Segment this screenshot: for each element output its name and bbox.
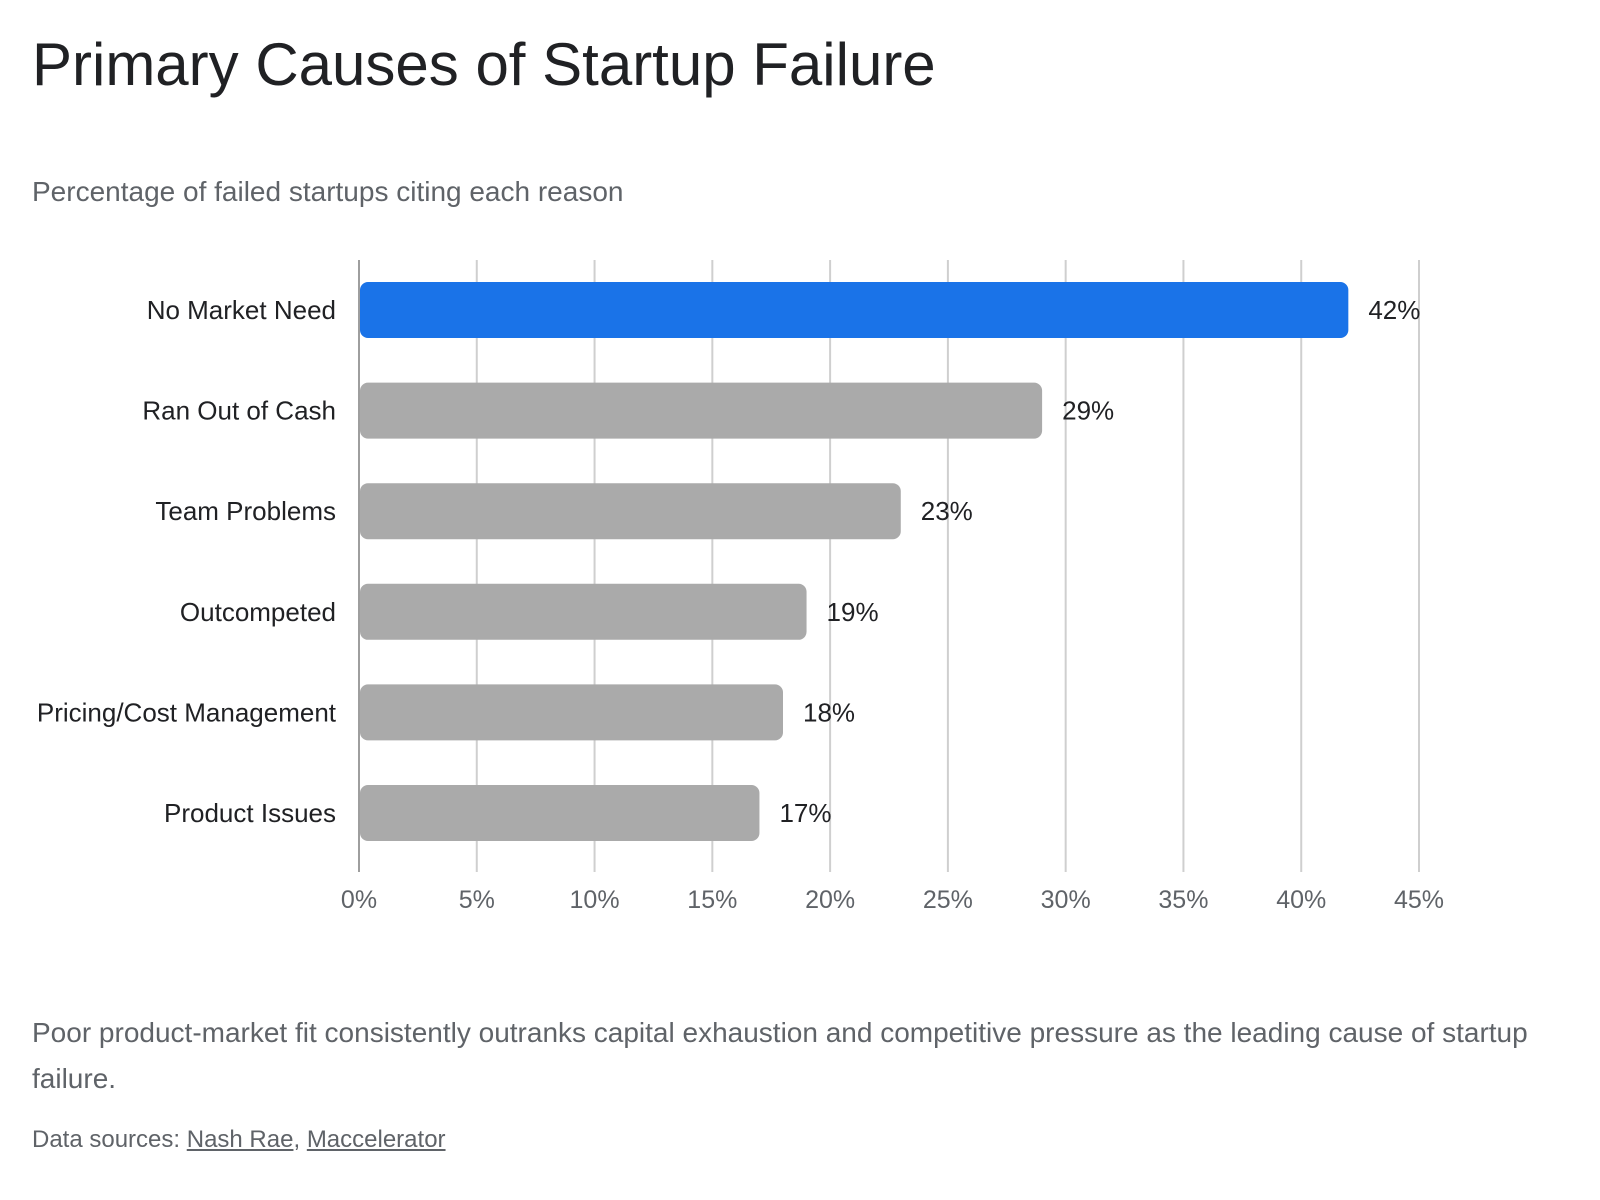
bar-chart: 0% 5% 10% 15% 20% 25% 30% 35% 40% 45% No Market Ne…	[37, 260, 1444, 914]
data-sources: Data sources: Nash Rae, Maccelerator	[32, 1126, 446, 1154]
data-sources-prefix: Data sources:	[32, 1126, 187, 1153]
x-tick-label: 0%	[341, 886, 377, 914]
value-label-team-problems: 23%	[921, 496, 973, 526]
x-tick-label: 40%	[1276, 886, 1326, 914]
category-label-no-market-need: No Market Need	[147, 295, 336, 325]
x-tick-label: 45%	[1394, 886, 1444, 914]
value-label-no-market-need: 42%	[1368, 295, 1420, 325]
bar-team-problems	[360, 483, 901, 540]
category-label-team-problems: Team Problems	[155, 496, 336, 526]
source-link-nash-rae[interactable]: Nash Rae	[186, 1126, 294, 1153]
category-label-ran-out-of-cash: Ran Out of Cash	[142, 396, 336, 426]
chart-caption: Poor product-market fit consistently out…	[32, 1017, 1528, 1094]
bar-outcompeted	[360, 583, 807, 640]
chart-title: Primary Causes of Startup Failure	[32, 31, 936, 98]
x-tick-label: 20%	[805, 886, 855, 914]
bar-product-issues	[360, 785, 760, 841]
x-tick-label: 30%	[1041, 886, 1091, 914]
source-link-maccelerator[interactable]: Maccelerator	[306, 1126, 446, 1153]
x-tick-label: 25%	[923, 886, 973, 914]
category-label-outcompeted: Outcompeted	[180, 597, 336, 627]
x-tick-label: 10%	[570, 886, 620, 914]
x-tick-label: 35%	[1158, 886, 1208, 914]
chart-subtitle: Percentage of failed startups citing eac…	[32, 176, 624, 207]
value-label-pricing-cost-management: 18%	[803, 697, 855, 727]
x-tick-label: 15%	[687, 886, 737, 914]
value-label-outcompeted: 19%	[827, 597, 879, 627]
bar-no-market-need	[360, 282, 1349, 338]
category-label-pricing-cost-management: Pricing/Cost Management	[37, 697, 337, 727]
data-sources-separator: ,	[293, 1126, 307, 1153]
bar-pricing-cost-management	[360, 684, 783, 741]
value-label-ran-out-of-cash: 29%	[1062, 396, 1114, 426]
x-tick-label: 5%	[459, 886, 495, 914]
value-label-product-issues: 17%	[779, 798, 831, 828]
bar-ran-out-of-cash	[360, 382, 1043, 439]
category-label-product-issues: Product Issues	[164, 798, 336, 828]
